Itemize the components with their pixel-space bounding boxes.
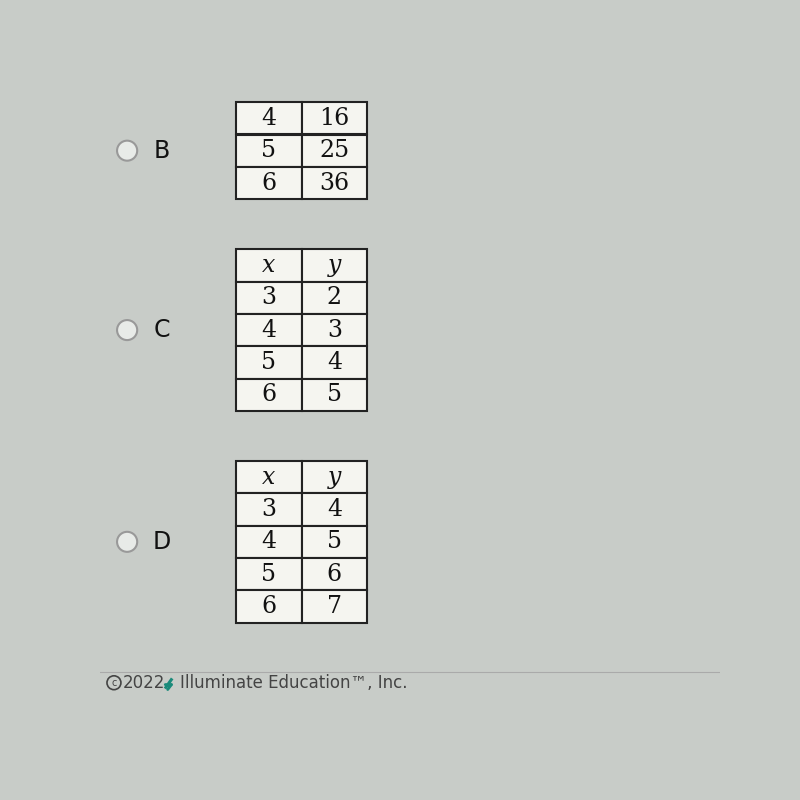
Text: y: y xyxy=(328,254,341,277)
Bar xyxy=(236,102,302,134)
Bar xyxy=(302,558,367,590)
Circle shape xyxy=(117,320,138,340)
Bar xyxy=(302,314,367,346)
Text: D: D xyxy=(153,530,171,554)
Text: 36: 36 xyxy=(319,171,350,194)
Text: 2022: 2022 xyxy=(122,674,165,692)
Text: 3: 3 xyxy=(327,318,342,342)
Text: 6: 6 xyxy=(261,595,276,618)
Bar xyxy=(236,346,302,378)
Text: 5: 5 xyxy=(327,383,342,406)
Bar xyxy=(302,526,367,558)
Text: 4: 4 xyxy=(327,498,342,521)
Text: 5: 5 xyxy=(261,139,276,162)
Text: 5: 5 xyxy=(327,530,342,554)
Bar xyxy=(302,102,367,134)
Bar xyxy=(302,590,367,622)
Bar xyxy=(236,314,302,346)
Text: 4: 4 xyxy=(261,107,276,130)
Bar xyxy=(236,167,302,199)
Bar xyxy=(302,134,367,167)
Text: 5: 5 xyxy=(261,351,276,374)
Text: 4: 4 xyxy=(327,351,342,374)
Bar xyxy=(236,590,302,622)
Text: 6: 6 xyxy=(327,562,342,586)
Text: 2: 2 xyxy=(327,286,342,310)
Text: 3: 3 xyxy=(261,286,276,310)
Text: 5: 5 xyxy=(261,562,276,586)
Text: c: c xyxy=(111,678,117,688)
Text: 16: 16 xyxy=(319,107,350,130)
Text: 7: 7 xyxy=(327,595,342,618)
Bar xyxy=(236,250,302,282)
Circle shape xyxy=(117,532,138,552)
Bar xyxy=(236,134,302,167)
Bar xyxy=(236,282,302,314)
Bar xyxy=(302,494,367,526)
Text: y: y xyxy=(328,466,341,489)
Bar xyxy=(302,167,367,199)
Bar xyxy=(236,526,302,558)
Text: 6: 6 xyxy=(261,171,276,194)
Text: 6: 6 xyxy=(261,383,276,406)
Bar xyxy=(302,346,367,378)
Text: 3: 3 xyxy=(261,498,276,521)
Text: C: C xyxy=(154,318,170,342)
Bar xyxy=(236,494,302,526)
Text: 4: 4 xyxy=(261,318,276,342)
Bar xyxy=(302,250,367,282)
Text: 4: 4 xyxy=(261,530,276,554)
Text: B: B xyxy=(154,138,170,162)
Text: x: x xyxy=(262,466,275,489)
Bar xyxy=(302,461,367,494)
Bar xyxy=(236,378,302,411)
Bar xyxy=(236,461,302,494)
Text: 25: 25 xyxy=(319,139,350,162)
Bar xyxy=(302,378,367,411)
Text: x: x xyxy=(262,254,275,277)
Bar xyxy=(236,558,302,590)
Text: Illuminate Education™, Inc.: Illuminate Education™, Inc. xyxy=(180,674,407,692)
Bar xyxy=(302,282,367,314)
Circle shape xyxy=(117,141,138,161)
